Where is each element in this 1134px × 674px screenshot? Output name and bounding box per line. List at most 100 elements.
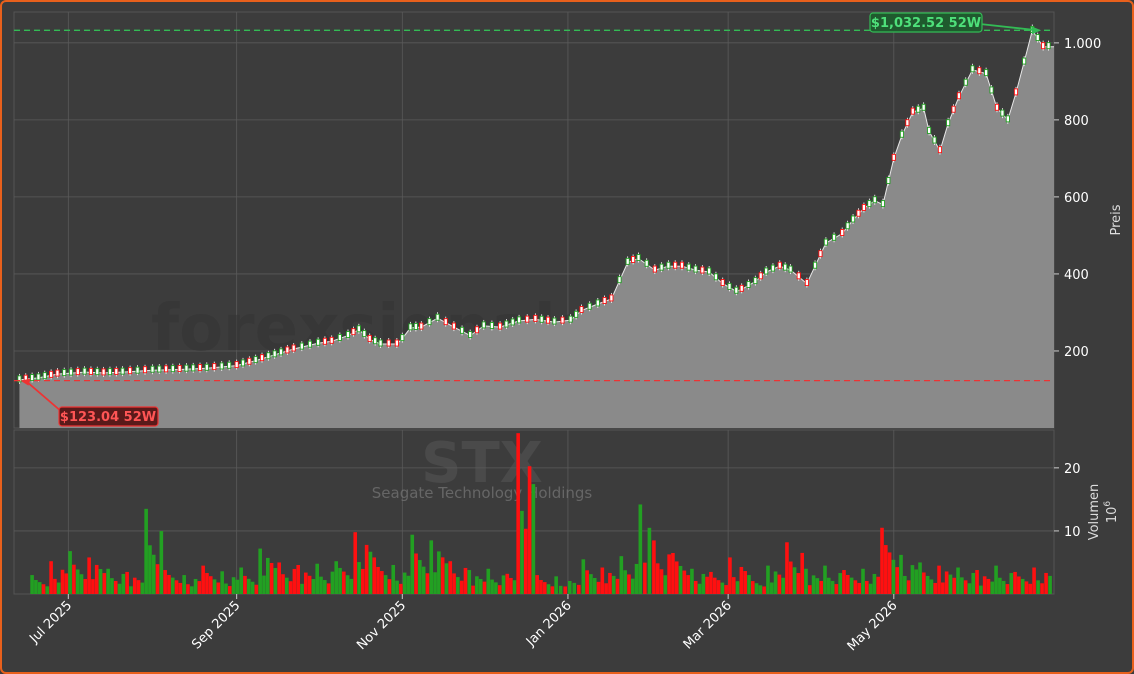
volume-bar bbox=[922, 572, 926, 594]
volume-bar bbox=[849, 577, 854, 594]
candle-body bbox=[977, 67, 982, 75]
volume-bar bbox=[231, 577, 236, 594]
volume-bar bbox=[383, 575, 388, 594]
price-tick-label: 600 bbox=[1064, 191, 1089, 206]
volume-bar bbox=[463, 567, 468, 594]
candle-body bbox=[135, 366, 140, 374]
volume-bar bbox=[1005, 584, 1010, 594]
volume-bar bbox=[30, 575, 34, 594]
candle-body bbox=[481, 321, 486, 329]
volume-bar bbox=[144, 508, 148, 594]
volume-bar bbox=[735, 581, 740, 594]
candle-body bbox=[468, 331, 473, 339]
volume-bar bbox=[1001, 580, 1006, 594]
volume-bar bbox=[781, 577, 785, 594]
volume-bar bbox=[960, 577, 964, 594]
candle-body bbox=[1041, 42, 1046, 50]
candle-body bbox=[177, 365, 182, 372]
volume-bar bbox=[174, 580, 179, 594]
volume-bar bbox=[193, 578, 198, 594]
volume-bar bbox=[227, 586, 232, 594]
price-panel bbox=[17, 24, 1054, 428]
volume-bar bbox=[1009, 573, 1014, 594]
candle-body bbox=[707, 267, 712, 275]
candle-body bbox=[142, 366, 148, 374]
candle-body bbox=[517, 316, 522, 324]
volume-tick-label: 20 bbox=[1064, 462, 1081, 477]
candle-body bbox=[427, 318, 432, 326]
volume-bar bbox=[140, 582, 145, 594]
volume-bar bbox=[304, 572, 308, 594]
volume-bar bbox=[705, 576, 709, 594]
volume-axis-label: Volumen bbox=[1087, 484, 1102, 541]
volume-bar bbox=[979, 585, 983, 594]
volume-bar bbox=[357, 562, 361, 594]
volume-bar bbox=[148, 545, 152, 594]
volume-bar bbox=[982, 576, 987, 594]
candle-body bbox=[266, 352, 271, 360]
volume-bar bbox=[516, 433, 520, 594]
high-52w-arrowhead bbox=[1031, 26, 1042, 35]
x-tick-label: Jul 2025 bbox=[26, 598, 75, 647]
candle-body bbox=[823, 238, 828, 246]
volume-bar bbox=[731, 577, 736, 594]
volume-bar bbox=[1040, 583, 1044, 594]
volume-bar bbox=[542, 582, 547, 594]
candle-body bbox=[219, 362, 224, 370]
volume-bar bbox=[167, 574, 171, 594]
volume-bar bbox=[611, 575, 616, 594]
volume-bar bbox=[125, 571, 129, 594]
candle-body bbox=[539, 315, 544, 323]
candle-body bbox=[204, 363, 209, 371]
candle-body bbox=[451, 322, 456, 330]
volume-bar bbox=[903, 575, 907, 594]
volume-bar bbox=[387, 579, 392, 594]
volume-bar bbox=[300, 583, 304, 594]
candle-body bbox=[356, 325, 361, 333]
volume-bar bbox=[197, 581, 202, 594]
candle-body bbox=[49, 370, 54, 378]
candle-body bbox=[631, 255, 636, 263]
volume-bar bbox=[330, 571, 335, 594]
volume-bar bbox=[724, 585, 728, 594]
candle-body bbox=[62, 369, 67, 377]
volume-bar bbox=[826, 577, 831, 594]
x-tick-label: May 2026 bbox=[845, 598, 901, 654]
candle-body bbox=[720, 279, 725, 287]
volume-bar bbox=[437, 551, 441, 594]
volume-bar bbox=[311, 579, 316, 594]
volume-bar bbox=[663, 575, 668, 594]
candle-body bbox=[956, 92, 962, 100]
volume-bar bbox=[452, 573, 456, 594]
candle-body bbox=[713, 273, 718, 281]
candle-body bbox=[367, 334, 372, 342]
volume-bar bbox=[478, 578, 483, 594]
volume-bar bbox=[372, 557, 377, 594]
volume-bar bbox=[68, 551, 72, 594]
volume-bar bbox=[830, 580, 835, 594]
volume-bar bbox=[326, 583, 331, 594]
annotations: $1,032.52 52W $123.04 52W bbox=[14, 12, 1054, 427]
volume-bar bbox=[952, 577, 957, 594]
candle-body bbox=[951, 105, 956, 113]
volume-bar bbox=[1017, 576, 1021, 594]
candle-body bbox=[946, 119, 951, 127]
volume-bar bbox=[421, 566, 426, 594]
volume-bar bbox=[170, 577, 175, 594]
volume-bar bbox=[106, 568, 110, 594]
volume-bar bbox=[512, 580, 517, 594]
volume-bar bbox=[155, 564, 160, 594]
volume-bar bbox=[925, 575, 930, 594]
volume-bar bbox=[608, 572, 612, 594]
volume-bar bbox=[604, 583, 608, 594]
candle-body bbox=[75, 368, 80, 376]
candle-body bbox=[1000, 109, 1005, 117]
volume-bar bbox=[697, 583, 702, 594]
volume-bar bbox=[440, 557, 445, 594]
candle-body bbox=[840, 229, 845, 236]
candle-body bbox=[107, 368, 112, 376]
candle-body bbox=[184, 364, 189, 372]
volume-bar bbox=[944, 571, 949, 594]
candle-body bbox=[307, 340, 313, 348]
volume-bar bbox=[739, 566, 744, 594]
